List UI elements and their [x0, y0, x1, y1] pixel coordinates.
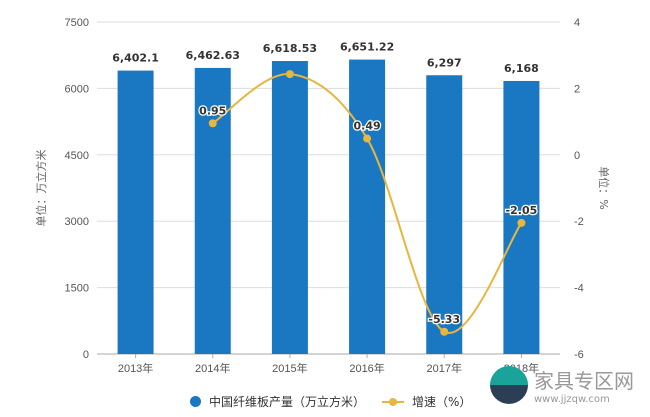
y-tick-label: 1500 [65, 283, 89, 295]
x-tick-label: 2015年 [272, 361, 307, 375]
line-data-label: 0.49 [354, 120, 381, 133]
x-tick-label: 2013年 [118, 361, 153, 375]
bar-data-label: 6,168 [504, 62, 539, 75]
legend-bar-marker [190, 396, 201, 407]
y-axis-label: 单位：万立方米 [34, 150, 48, 227]
bar [117, 70, 154, 354]
growth-line [212, 73, 523, 334]
growth-point [285, 70, 294, 79]
y2-tick-label: -2 [574, 216, 584, 228]
legend-bar-label: 中国纤维板产量（万立方米） [209, 395, 366, 409]
bar-data-label: 6,402.1 [112, 52, 159, 65]
bar [271, 61, 308, 354]
watermark-name: 家具专区网 [534, 369, 634, 393]
watermark-logo-icon [490, 366, 528, 404]
bar [503, 80, 540, 355]
y-tick-label: 7500 [65, 17, 89, 29]
y2-tick-label: -4 [574, 283, 584, 295]
x-tick-label: 2017年 [427, 361, 462, 375]
growth-point [517, 218, 526, 227]
line-data-label: -5.33 [428, 313, 460, 326]
line-data-label: -2.05 [506, 204, 538, 217]
y-tick-label: 0 [83, 349, 89, 361]
bar [349, 59, 386, 354]
watermark: 家具专区网 www.jjzqw.com [490, 365, 634, 405]
y-tick-label: 3000 [65, 216, 89, 228]
y2-axis-label: 单位：% [597, 166, 611, 209]
growth-point [363, 134, 372, 143]
watermark-url: www.jjzqw.com [534, 394, 610, 405]
y-tick-label: 4500 [65, 150, 89, 162]
y2-tick-label: 2 [574, 83, 580, 95]
y2-tick-label: 4 [574, 17, 580, 29]
growth-point [440, 327, 449, 336]
y-tick-label: 6000 [65, 83, 89, 95]
legend-line[interactable]: 增速（%） [382, 393, 471, 410]
x-tick-label: 2016年 [349, 361, 384, 375]
growth-point [208, 119, 217, 128]
bar [194, 67, 231, 355]
y2-tick-label: 0 [574, 150, 580, 162]
legend-bar[interactable]: 中国纤维板产量（万立方米） [190, 393, 365, 410]
x-tick-label: 2014年 [195, 361, 230, 375]
bar [426, 75, 463, 354]
legend-line-label: 增速（%） [412, 395, 472, 409]
bar-data-label: 6,462.63 [186, 49, 240, 62]
line-data-label: 0.95 [199, 104, 226, 117]
bar-data-label: 6,651.22 [340, 41, 394, 54]
bar-data-label: 6,297 [427, 56, 462, 69]
bar-data-label: 6,618.53 [263, 42, 317, 55]
legend-line-marker [382, 397, 404, 406]
y2-tick-label: -6 [574, 349, 584, 361]
